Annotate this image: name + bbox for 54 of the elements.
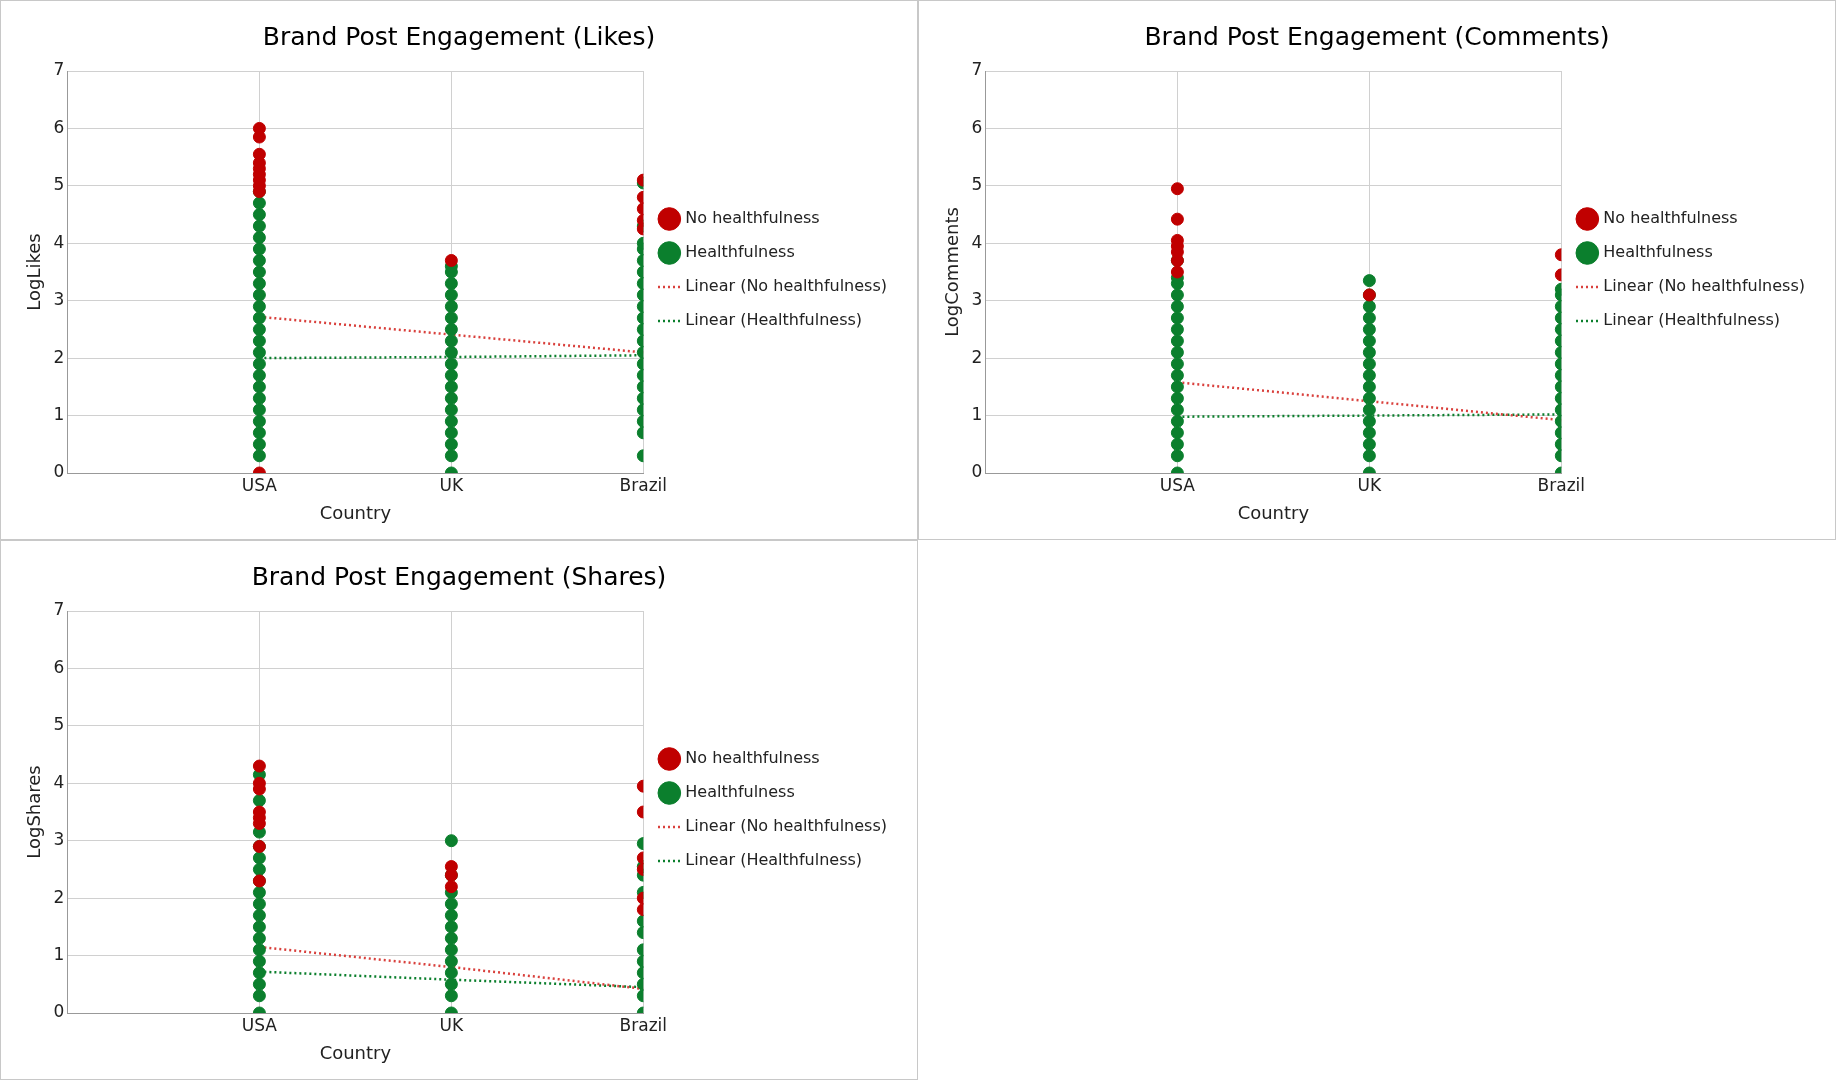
y-tick-label: 3 (53, 829, 65, 850)
y-tick-label: 6 (971, 116, 983, 137)
legend-label: Linear (No healthfulness) (1603, 276, 1806, 296)
y-tick-label: 4 (53, 231, 65, 252)
legend-label: Linear (Healthfulness) (685, 310, 863, 330)
y-axis-title: LogComments (941, 207, 963, 337)
legend-label: Linear (No healthfulness) (685, 276, 888, 296)
legend-label: Healthfulness (1603, 242, 1713, 262)
y-tick-label: 4 (53, 771, 65, 792)
y-tick-label: 0 (53, 461, 65, 482)
legend-label: Healthfulness (685, 782, 795, 802)
y-tick-label: 6 (53, 656, 65, 677)
x-tick-label: UK (439, 474, 465, 495)
legend-label: Linear (Healthfulness) (685, 850, 863, 870)
chart-title: Brand Post Engagement (Likes) (262, 21, 656, 51)
legend-label: No healthfulness (685, 208, 820, 228)
y-tick-label: 2 (53, 346, 65, 367)
x-tick-label: USA (1159, 474, 1196, 495)
y-tick-label: 2 (971, 346, 983, 367)
y-tick-label: 3 (971, 289, 983, 310)
legend-label: Healthfulness (685, 242, 795, 262)
y-tick-label: 1 (971, 403, 983, 424)
y-axis-title: LogShares (23, 765, 45, 859)
x-axis-title: Country (319, 501, 392, 523)
y-tick-label: 5 (53, 714, 65, 735)
y-tick-label: 5 (971, 174, 983, 195)
x-tick-label: USA (241, 474, 278, 495)
legend-label: Linear (No healthfulness) (685, 816, 888, 836)
x-axis-title: Country (1237, 501, 1310, 523)
y-tick-label: 1 (53, 943, 65, 964)
x-tick-label: Brazil (1537, 474, 1586, 495)
y-tick-label: 5 (53, 174, 65, 195)
chart-title: Brand Post Engagement (Comments) (1144, 21, 1610, 51)
y-tick-label: 7 (971, 59, 983, 80)
y-tick-label: 6 (53, 116, 65, 137)
x-tick-label: UK (1357, 474, 1383, 495)
x-tick-label: Brazil (619, 474, 668, 495)
y-tick-label: 0 (53, 1001, 65, 1022)
y-tick-label: 1 (53, 403, 65, 424)
y-tick-label: 2 (53, 886, 65, 907)
legend-label: No healthfulness (685, 748, 820, 768)
x-tick-label: Brazil (619, 1014, 668, 1035)
y-tick-label: 4 (971, 231, 983, 252)
y-tick-label: 3 (53, 289, 65, 310)
legend-label: No healthfulness (1603, 208, 1738, 228)
x-axis-title: Country (319, 1041, 392, 1063)
x-tick-label: UK (439, 1014, 465, 1035)
y-tick-label: 7 (53, 599, 65, 620)
y-tick-label: 0 (971, 461, 983, 482)
y-axis-title: LogLikes (23, 233, 45, 311)
chart-title: Brand Post Engagement (Shares) (251, 561, 667, 591)
x-tick-label: USA (241, 1014, 278, 1035)
legend-label: Linear (Healthfulness) (1603, 310, 1781, 330)
y-tick-label: 7 (53, 59, 65, 80)
